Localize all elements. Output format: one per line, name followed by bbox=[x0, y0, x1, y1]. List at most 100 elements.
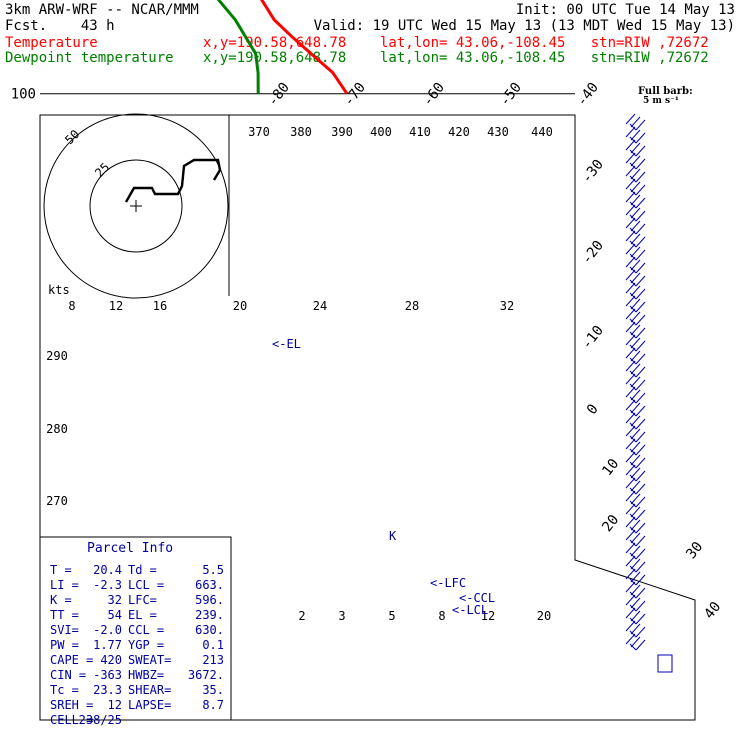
isotherm-label: 20 bbox=[599, 512, 622, 535]
dry-adiabat-label: 410 bbox=[409, 125, 431, 139]
isotherm bbox=[269, 0, 628, 94]
mixing-ratio-label: 3 bbox=[338, 609, 345, 623]
parcel-info-cell: TT = bbox=[50, 608, 79, 622]
plot-area bbox=[0, 0, 740, 94]
barb-legend-value: 5 m s⁻¹ bbox=[643, 96, 679, 106]
hodograph-speed-tick: 8 bbox=[68, 299, 75, 313]
parcel-info-cell: 238/25 bbox=[79, 713, 122, 727]
dry-adiabat bbox=[99, 0, 265, 94]
hodograph-ring bbox=[89, 159, 183, 253]
parcel-info-cell: -2.3 bbox=[93, 578, 122, 592]
parcel-info-cell: 54 bbox=[108, 608, 122, 622]
isotherm bbox=[121, 0, 480, 94]
parcel-info-cell: LCL = bbox=[128, 578, 164, 592]
parcel-info-box bbox=[39, 536, 232, 721]
parcel-info-cell: 23.3 bbox=[93, 683, 122, 697]
isotherm-label: -20 bbox=[579, 238, 607, 268]
dry-adiabat bbox=[348, 0, 740, 94]
wind-barb bbox=[629, 474, 637, 482]
isotherm bbox=[10, 0, 369, 94]
dry-adiabat-label: 380 bbox=[290, 125, 312, 139]
mixing-ratio-label: 5 bbox=[388, 609, 395, 623]
hodograph bbox=[43, 113, 230, 299]
isotherm-label: 0 bbox=[584, 401, 602, 417]
parcel-info-cell: -363 bbox=[93, 668, 122, 682]
parcel-info-cell: LAPSE= bbox=[128, 698, 171, 712]
wind-barb bbox=[629, 201, 637, 209]
dewpoint-legend: Dewpoint temperature bbox=[5, 50, 174, 66]
wind-barb bbox=[629, 370, 637, 378]
isotherm-label: -60 bbox=[420, 80, 448, 110]
level-marker-el: <-EL bbox=[272, 337, 301, 351]
dry-adiabat bbox=[405, 0, 740, 94]
wind-barb bbox=[629, 552, 637, 560]
dry-adiabat bbox=[329, 0, 715, 94]
hodograph-speed-tick: 12 bbox=[109, 299, 123, 313]
wind-barb bbox=[629, 578, 637, 586]
hodograph-ring-label: 50 bbox=[62, 127, 82, 147]
wind-barb bbox=[629, 149, 637, 157]
wind-barb bbox=[629, 123, 637, 131]
wind-barb bbox=[629, 279, 637, 287]
parcel-info-cell: CCL = bbox=[128, 623, 164, 637]
wind-barb bbox=[629, 188, 637, 196]
dry-adiabat bbox=[444, 0, 740, 94]
mixing-ratio-label: 12 bbox=[481, 609, 495, 623]
wind-barb bbox=[629, 175, 637, 183]
wind-barb bbox=[629, 409, 637, 417]
forecast-hour: Fcst. 43 h bbox=[5, 18, 115, 34]
wind-barb bbox=[629, 227, 637, 235]
pressure-label: 100 bbox=[11, 87, 36, 103]
hodograph-speed-tick: 24 bbox=[313, 299, 327, 313]
wind-barb bbox=[629, 604, 637, 612]
parcel-info-cell: 32 bbox=[108, 593, 122, 607]
isotherm bbox=[343, 0, 702, 94]
dry-adiabat bbox=[137, 0, 340, 94]
isotherm-label: 10 bbox=[599, 456, 622, 479]
isotherm bbox=[306, 0, 665, 94]
temperature-station-info: x,y=190.58,648.78 lat,lon= 43.06,-108.45… bbox=[203, 35, 709, 51]
parcel-info-cell: YGP = bbox=[128, 638, 164, 652]
wind-barb bbox=[629, 383, 637, 391]
init-time: Init: 00 UTC Tue 14 May 13 bbox=[515, 2, 735, 18]
temperature-curve bbox=[260, 0, 349, 95]
level-marker-k: K bbox=[389, 529, 397, 543]
isotherm bbox=[0, 0, 147, 94]
hodograph-speed-axis-label: kts bbox=[48, 283, 70, 297]
dry-adiabat bbox=[39, 0, 152, 94]
wind-barb bbox=[629, 461, 637, 469]
temperature-legend: Temperature bbox=[5, 35, 98, 51]
parcel-info-cell: SREH = bbox=[50, 698, 93, 712]
isotherm bbox=[232, 0, 591, 94]
mixing-ratio-label: 20 bbox=[537, 609, 551, 623]
valid-time: Valid: 19 UTC Wed 15 May 13 (13 MDT Wed … bbox=[313, 18, 735, 34]
wind-barbs bbox=[625, 113, 673, 673]
hodograph-speed-tick: 20 bbox=[233, 299, 247, 313]
isotherm-label: 30 bbox=[683, 539, 706, 562]
dry-adiabat bbox=[156, 0, 377, 94]
parcel-info-cell: 596. bbox=[195, 593, 224, 607]
parcel-info-cell: CAPE = bbox=[50, 653, 93, 667]
wind-barb bbox=[629, 292, 637, 300]
isotherm bbox=[84, 0, 443, 94]
dry-adiabat bbox=[214, 0, 490, 94]
parcel-info-cell: SWEAT= bbox=[128, 653, 171, 667]
wind-barb bbox=[629, 266, 637, 274]
hodograph-ring-label: 25 bbox=[92, 160, 112, 180]
wind-barb bbox=[629, 318, 637, 326]
hodograph-speed-tick: 32 bbox=[500, 299, 514, 313]
dry-adiabat bbox=[118, 0, 302, 94]
parcel-info-cell: 12 bbox=[108, 698, 122, 712]
isotherm-label: -70 bbox=[341, 80, 369, 110]
dry-adiabat bbox=[367, 0, 740, 94]
parcel-info-cell: 35. bbox=[202, 683, 224, 697]
dry-adiabat-label: 440 bbox=[531, 125, 553, 139]
dry-adiabat bbox=[252, 0, 565, 94]
wind-barb bbox=[629, 565, 637, 573]
parcel-info-cell: 3672. bbox=[188, 668, 224, 682]
parcel-info-cell: 420 bbox=[100, 653, 122, 667]
barb-legend-title: Full barb: bbox=[638, 86, 693, 97]
wind-barb bbox=[629, 643, 637, 651]
wind-barb bbox=[629, 526, 637, 534]
